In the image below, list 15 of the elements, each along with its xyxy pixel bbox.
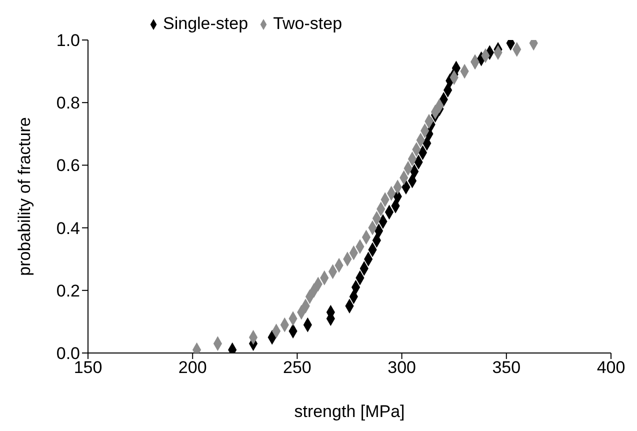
legend-label: Two-step — [273, 14, 342, 33]
y-axis-title: probability of fracture — [15, 117, 34, 276]
x-tick-label: 300 — [388, 358, 416, 378]
y-tick-label: 0.8 — [56, 94, 80, 113]
y-tick-label: 0.6 — [56, 156, 80, 176]
x-tick-label: 250 — [283, 358, 312, 378]
y-tick-label: 0.4 — [56, 218, 80, 238]
legend-label: Single-step — [163, 14, 248, 33]
y-tick-label: 0.2 — [56, 281, 80, 300]
x-axis-title: strength [MPa] — [294, 402, 405, 422]
x-tick-label: 200 — [178, 358, 207, 378]
x-tick-label: 350 — [492, 358, 521, 378]
x-tick-label: 400 — [596, 358, 626, 378]
x-tick-label: 150 — [74, 358, 102, 378]
y-tick-label: 1.0 — [56, 31, 80, 50]
